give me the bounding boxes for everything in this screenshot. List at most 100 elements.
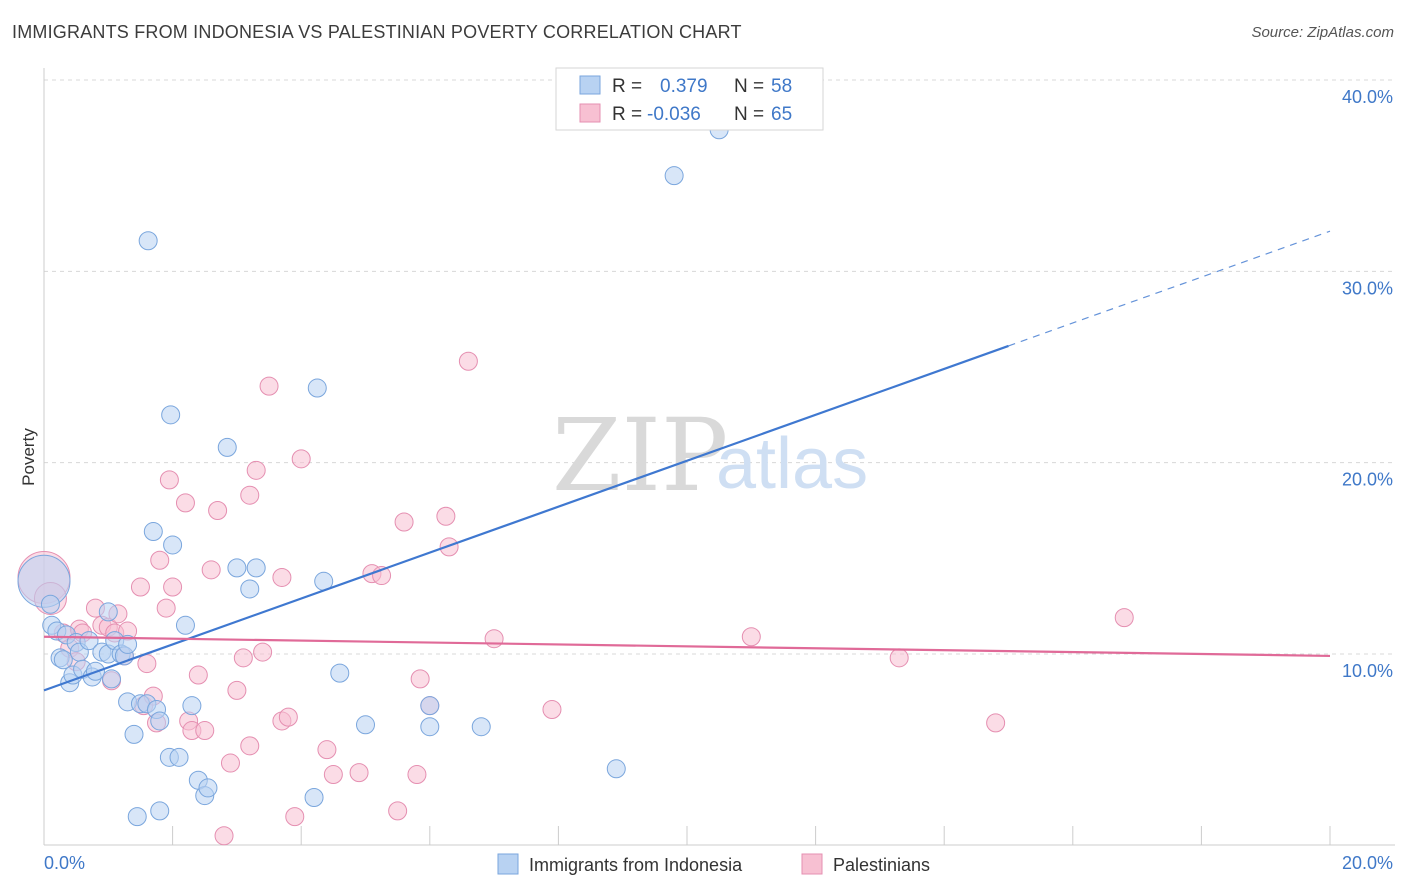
indonesia-point <box>118 634 138 654</box>
indonesia-point <box>664 166 684 186</box>
palestinians-point <box>137 654 157 674</box>
palestinians-point <box>240 736 260 756</box>
indonesia-point <box>150 801 170 821</box>
palestinians-point <box>259 376 279 396</box>
indonesia-point <box>217 437 237 457</box>
indonesia-point <box>175 615 195 635</box>
palestinians-point <box>227 680 247 700</box>
palestinians-point <box>1114 608 1134 628</box>
legend-r-value-palestinians: -0.036 <box>647 104 701 125</box>
indonesia-point <box>606 759 626 779</box>
palestinians-point <box>986 713 1006 733</box>
indonesia-point <box>143 522 163 542</box>
palestinians-point <box>272 567 292 587</box>
gridlines <box>44 79 1395 655</box>
palestinians-point <box>208 501 228 520</box>
palestinians-point <box>407 765 427 785</box>
indonesia-point <box>102 669 122 689</box>
y-tick-label: 10.0% <box>1342 661 1393 681</box>
indonesia-point <box>240 579 260 599</box>
legend-r-label-indonesia: R = <box>612 76 642 97</box>
y-tick-label: 30.0% <box>1342 278 1393 298</box>
legend-r-value-indonesia: 0.379 <box>660 76 708 97</box>
trend-line-indonesia <box>43 344 1009 692</box>
indonesia-point <box>471 717 491 737</box>
indonesia-point <box>356 715 375 735</box>
palestinians-point <box>175 493 195 513</box>
y-axis-label: Poverty <box>19 428 38 486</box>
y-tick-label: 20.0% <box>1342 470 1393 490</box>
palestinians-point <box>349 763 369 783</box>
palestinians-point <box>214 826 234 846</box>
legend-n-value-palestinians: 65 <box>771 104 792 125</box>
series-indonesia-points <box>17 120 729 827</box>
palestinians-point <box>220 753 240 773</box>
palestinians-point <box>278 707 298 727</box>
indonesia-point <box>127 807 147 827</box>
chart-title: IMMIGRANTS FROM INDONESIA VS PALESTINIAN… <box>12 22 742 42</box>
palestinians-point <box>233 648 253 668</box>
indonesia-point <box>150 711 170 731</box>
indonesia-point <box>304 788 324 807</box>
trend-line-indonesia-extension <box>1008 230 1331 347</box>
palestinians-point <box>317 740 337 760</box>
axes <box>43 68 1395 846</box>
bottom-legend-label-palestinians: Palestinians <box>833 855 930 875</box>
trend-lines <box>43 230 1331 692</box>
indonesia-point <box>182 696 202 716</box>
trend-line-palestinians <box>43 635 1331 658</box>
y-tick-labels: 10.0% 20.0% 30.0% 40.0% <box>1342 87 1393 681</box>
indonesia-point <box>227 558 247 578</box>
palestinians-point <box>889 648 909 668</box>
bottom-legend: Immigrants from Indonesia Palestinians <box>497 853 930 875</box>
indonesia-point <box>79 631 99 651</box>
bottom-legend-label-indonesia: Immigrants from Indonesia <box>529 855 743 875</box>
palestinians-point <box>150 550 170 570</box>
indonesia-point <box>98 602 118 622</box>
indonesia-point <box>124 724 144 744</box>
indonesia-point <box>246 558 266 578</box>
indonesia-point <box>40 594 60 614</box>
palestinians-point <box>410 669 430 689</box>
palestinians-point <box>741 627 761 647</box>
palestinians-point <box>246 460 266 480</box>
palestinians-point <box>253 642 273 662</box>
palestinians-point <box>201 560 221 580</box>
indonesia-point <box>420 696 440 716</box>
palestinians-point <box>291 449 311 469</box>
x-tick-label: 20.0% <box>1342 853 1393 873</box>
indonesia-point <box>198 778 218 798</box>
bottom-legend-swatch-palestinians <box>801 853 823 875</box>
palestinians-point <box>542 699 562 719</box>
legend-swatch-palestinians <box>579 103 601 123</box>
indonesia-point <box>138 231 158 251</box>
palestinians-point <box>156 598 176 618</box>
x-tick-labels: 0.0% 20.0% <box>44 853 1393 873</box>
source-credit: Source: ZipAtlas.com <box>1251 24 1394 41</box>
palestinians-point <box>195 721 215 741</box>
legend-n-label-indonesia: N = <box>734 76 764 97</box>
palestinians-point <box>130 577 150 597</box>
palestinians-point <box>436 506 456 526</box>
palestinians-point <box>240 485 260 505</box>
indonesia-point <box>307 378 327 398</box>
legend-n-label-palestinians: N = <box>734 104 764 125</box>
legend-r-label-palestinians: R = <box>612 104 642 125</box>
palestinians-point <box>484 629 504 649</box>
indonesia-point <box>169 747 189 767</box>
legend-swatch-indonesia <box>579 75 601 95</box>
indonesia-point <box>53 650 73 670</box>
watermark: ZIP atlas <box>552 397 868 514</box>
watermark-atlas: atlas <box>716 424 868 504</box>
palestinians-point <box>163 577 183 597</box>
bottom-legend-swatch-indonesia <box>497 853 519 875</box>
palestinians-point <box>323 765 343 785</box>
indonesia-point <box>163 535 183 555</box>
legend-box: R = 0.379 N = 58 R = -0.036 N = 65 <box>555 67 824 131</box>
indonesia-point <box>161 405 181 425</box>
palestinians-point <box>394 512 414 532</box>
indonesia-point <box>330 663 350 683</box>
indonesia-point <box>420 717 440 737</box>
y-tick-label: 40.0% <box>1342 87 1393 107</box>
